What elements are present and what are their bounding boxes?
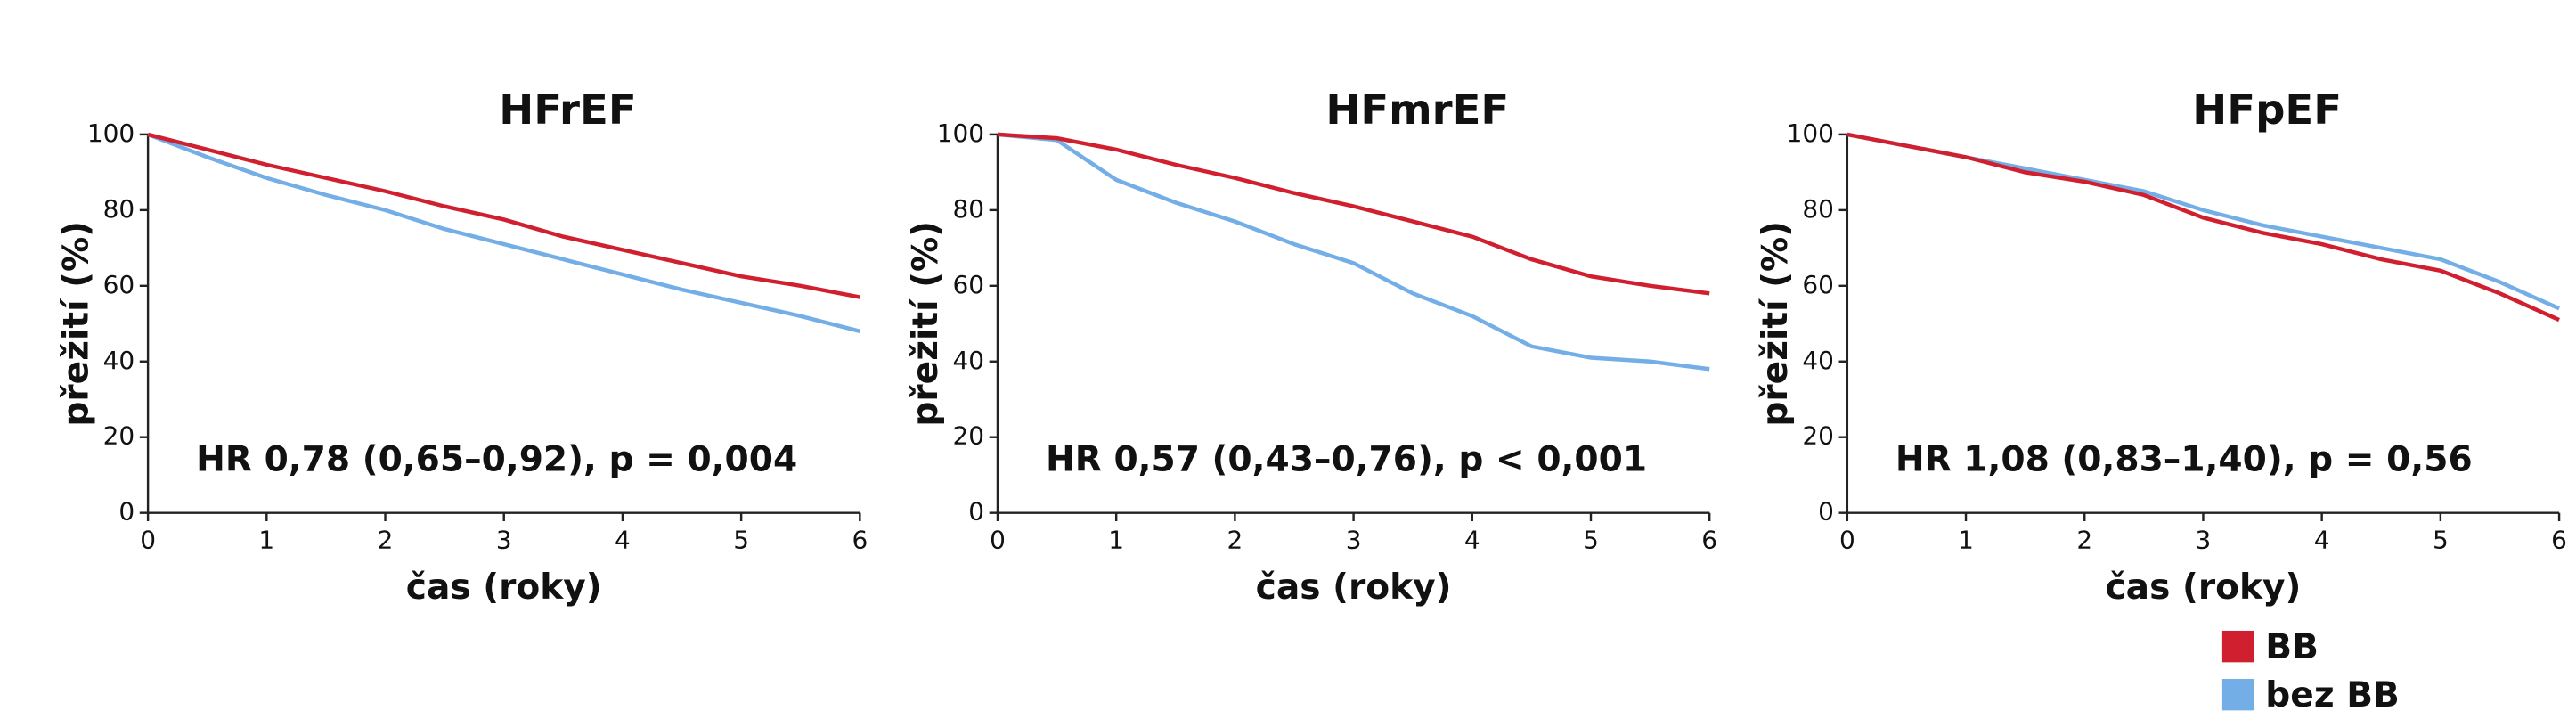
x-tick-label: 3 [1346, 525, 1362, 554]
y-axis-label: přežití (%) [56, 221, 96, 427]
y-tick-label: 100 [87, 118, 135, 148]
x-tick-label: 5 [1583, 525, 1599, 554]
survival-line [1846, 132, 2560, 311]
survival-line [147, 132, 860, 333]
annotation: HR 1,08 (0,83–1,40), p = 0,56 [1895, 439, 2473, 479]
x-tick-label: 5 [733, 525, 749, 554]
survival-line [1846, 132, 2560, 323]
chart-title: HFrEF [499, 86, 636, 134]
x-tick-label: 6 [1701, 525, 1717, 554]
y-tick-label: 80 [1802, 194, 1834, 224]
y-tick-label: 0 [118, 497, 135, 527]
y-axis-label: přežití (%) [906, 221, 946, 427]
x-tick-label: 4 [615, 525, 631, 554]
y-tick-label: 60 [1802, 270, 1834, 299]
y-tick-label: 80 [103, 194, 135, 224]
x-tick-label: 2 [378, 525, 394, 554]
x-tick-label: 3 [496, 525, 512, 554]
x-tick-label: 5 [2433, 525, 2449, 554]
x-tick-label: 3 [2196, 525, 2212, 554]
y-tick-label: 0 [968, 497, 984, 527]
y-tick-label: 40 [1802, 346, 1834, 375]
x-axis-label: čas (roky) [2106, 568, 2302, 608]
chart-title: HFpEF [2192, 86, 2342, 134]
y-tick-label: 20 [103, 421, 135, 451]
survival-line [147, 132, 860, 299]
legend-swatch [2221, 630, 2254, 663]
y-tick-label: 0 [1818, 497, 1834, 527]
legend-label: BB [2265, 627, 2319, 667]
survival-line [997, 132, 1710, 372]
legend-swatch [2221, 678, 2254, 711]
x-tick-label: 1 [258, 525, 274, 554]
x-tick-label: 0 [140, 525, 156, 554]
y-axis-label: přežití (%) [1756, 221, 1796, 427]
y-tick-label: 40 [103, 346, 135, 375]
y-tick-label: 40 [953, 346, 985, 375]
y-tick-label: 60 [953, 270, 985, 299]
x-tick-label: 0 [990, 525, 1006, 554]
x-tick-label: 2 [2076, 525, 2092, 554]
x-tick-label: 2 [1227, 525, 1243, 554]
y-tick-label: 80 [953, 194, 985, 224]
y-tick-label: 60 [103, 270, 135, 299]
y-tick-label: 100 [937, 118, 984, 148]
y-tick-label: 100 [1787, 118, 1834, 148]
legend-label: bez BB [2265, 675, 2400, 715]
y-tick-label: 20 [1802, 421, 1834, 451]
x-tick-label: 0 [1839, 525, 1855, 554]
x-axis-label: čas (roky) [1256, 568, 1452, 608]
x-tick-label: 1 [1108, 525, 1124, 554]
x-tick-label: 1 [1958, 525, 1974, 554]
survival-line [997, 132, 1710, 296]
x-tick-label: 6 [852, 525, 868, 554]
annotation: HR 0,57 (0,43–0,76), p < 0,001 [1046, 439, 1647, 479]
y-tick-label: 20 [953, 421, 985, 451]
x-tick-label: 4 [2314, 525, 2330, 554]
x-axis-label: čas (roky) [406, 568, 602, 608]
chart-title: HFmrEF [1325, 86, 1509, 134]
x-tick-label: 4 [1464, 525, 1480, 554]
annotation: HR 0,78 (0,65–0,92), p = 0,004 [196, 439, 797, 479]
x-tick-label: 6 [2551, 525, 2567, 554]
